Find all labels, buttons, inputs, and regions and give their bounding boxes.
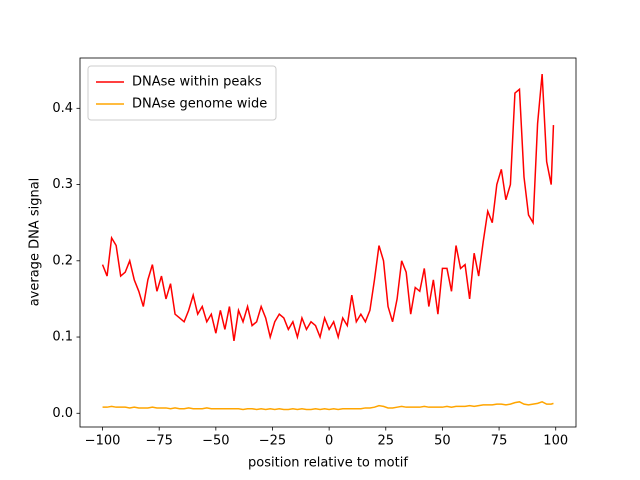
- legend-box: [87, 65, 277, 121]
- x-tick-label: 0: [325, 434, 333, 449]
- x-tick-label: 75: [491, 434, 508, 449]
- x-axis-label: position relative to motif: [248, 456, 408, 471]
- x-tick-label: −100: [85, 434, 121, 449]
- y-tick-label: 0.1: [52, 330, 73, 345]
- legend-label: DNAse within peaks: [132, 75, 262, 90]
- y-tick-label: 0.3: [52, 177, 73, 192]
- x-tick-label: 25: [378, 434, 395, 449]
- x-tick-label: 100: [543, 434, 568, 449]
- x-tick-label: −25: [259, 434, 286, 449]
- plot-frame: [79, 57, 577, 428]
- y-tick-label: 0.0: [52, 406, 73, 421]
- y-tick-label: 0.2: [52, 253, 73, 268]
- x-tick-label: −50: [202, 434, 229, 449]
- x-tick-label: −75: [145, 434, 172, 449]
- legend-label: DNAse genome wide: [132, 97, 267, 112]
- y-axis-label: average DNA signal: [28, 178, 43, 307]
- series-line: [101, 73, 555, 341]
- y-tick-label: 0.4: [52, 101, 73, 116]
- series-line: [102, 401, 554, 411]
- x-tick-label: 50: [434, 434, 451, 449]
